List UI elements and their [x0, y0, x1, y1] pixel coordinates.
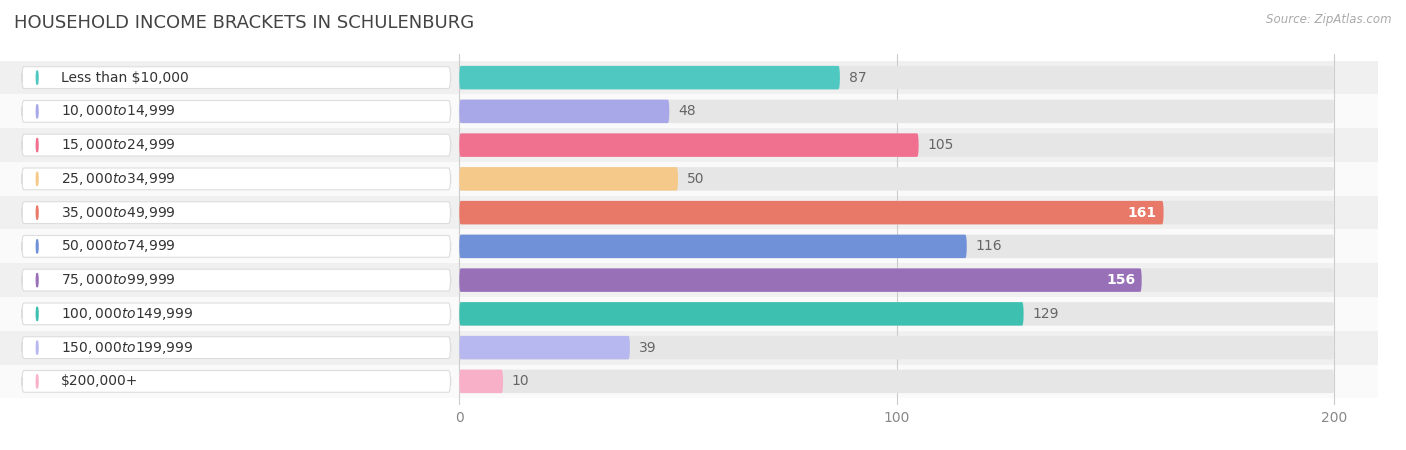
FancyBboxPatch shape	[460, 201, 1334, 225]
FancyBboxPatch shape	[460, 268, 1334, 292]
Circle shape	[37, 374, 38, 388]
FancyBboxPatch shape	[22, 100, 450, 122]
Text: $35,000 to $49,999: $35,000 to $49,999	[62, 205, 176, 220]
Text: Source: ZipAtlas.com: Source: ZipAtlas.com	[1267, 14, 1392, 27]
FancyBboxPatch shape	[22, 269, 450, 291]
Text: $25,000 to $34,999: $25,000 to $34,999	[62, 171, 176, 187]
FancyBboxPatch shape	[460, 268, 1142, 292]
Circle shape	[37, 71, 38, 85]
Text: 116: 116	[976, 239, 1002, 253]
FancyBboxPatch shape	[0, 128, 1378, 162]
FancyBboxPatch shape	[0, 162, 1378, 196]
FancyBboxPatch shape	[460, 369, 503, 393]
Text: Less than $10,000: Less than $10,000	[62, 71, 188, 85]
Circle shape	[37, 273, 38, 287]
Text: $15,000 to $24,999: $15,000 to $24,999	[62, 137, 176, 153]
FancyBboxPatch shape	[22, 168, 450, 190]
Text: $150,000 to $199,999: $150,000 to $199,999	[62, 340, 194, 356]
Text: $10,000 to $14,999: $10,000 to $14,999	[62, 104, 176, 119]
FancyBboxPatch shape	[460, 167, 1334, 191]
FancyBboxPatch shape	[0, 297, 1378, 331]
FancyBboxPatch shape	[22, 370, 450, 392]
FancyBboxPatch shape	[460, 99, 669, 123]
Text: 10: 10	[512, 374, 530, 388]
FancyBboxPatch shape	[460, 234, 1334, 258]
FancyBboxPatch shape	[0, 230, 1378, 263]
Text: $50,000 to $74,999: $50,000 to $74,999	[62, 238, 176, 254]
FancyBboxPatch shape	[460, 66, 839, 90]
Text: 105: 105	[928, 138, 953, 152]
FancyBboxPatch shape	[460, 369, 1334, 393]
FancyBboxPatch shape	[22, 303, 450, 325]
FancyBboxPatch shape	[460, 66, 1334, 90]
Text: 39: 39	[638, 341, 657, 355]
Text: 87: 87	[849, 71, 866, 85]
FancyBboxPatch shape	[22, 202, 450, 224]
Text: $200,000+: $200,000+	[62, 374, 139, 388]
FancyBboxPatch shape	[460, 234, 967, 258]
FancyBboxPatch shape	[460, 99, 1334, 123]
Circle shape	[37, 307, 38, 321]
Circle shape	[37, 206, 38, 220]
FancyBboxPatch shape	[22, 235, 450, 257]
FancyBboxPatch shape	[460, 133, 918, 157]
FancyBboxPatch shape	[22, 67, 450, 89]
FancyBboxPatch shape	[460, 302, 1024, 326]
Text: 161: 161	[1128, 206, 1157, 220]
Circle shape	[37, 104, 38, 118]
Circle shape	[37, 138, 38, 152]
Circle shape	[37, 172, 38, 186]
Text: 129: 129	[1032, 307, 1059, 321]
FancyBboxPatch shape	[0, 94, 1378, 128]
Text: 156: 156	[1107, 273, 1135, 287]
FancyBboxPatch shape	[460, 302, 1334, 326]
FancyBboxPatch shape	[460, 336, 630, 360]
FancyBboxPatch shape	[0, 364, 1378, 398]
FancyBboxPatch shape	[460, 336, 1334, 360]
FancyBboxPatch shape	[0, 196, 1378, 230]
FancyBboxPatch shape	[460, 167, 678, 191]
Text: 50: 50	[686, 172, 704, 186]
FancyBboxPatch shape	[22, 337, 450, 359]
Text: $100,000 to $149,999: $100,000 to $149,999	[62, 306, 194, 322]
Text: HOUSEHOLD INCOME BRACKETS IN SCHULENBURG: HOUSEHOLD INCOME BRACKETS IN SCHULENBURG	[14, 14, 474, 32]
Text: 48: 48	[678, 104, 696, 118]
Circle shape	[37, 239, 38, 253]
FancyBboxPatch shape	[22, 134, 450, 156]
FancyBboxPatch shape	[0, 331, 1378, 364]
Circle shape	[37, 341, 38, 355]
FancyBboxPatch shape	[0, 61, 1378, 94]
FancyBboxPatch shape	[460, 133, 1334, 157]
FancyBboxPatch shape	[0, 263, 1378, 297]
Text: $75,000 to $99,999: $75,000 to $99,999	[62, 272, 176, 288]
FancyBboxPatch shape	[460, 201, 1164, 225]
